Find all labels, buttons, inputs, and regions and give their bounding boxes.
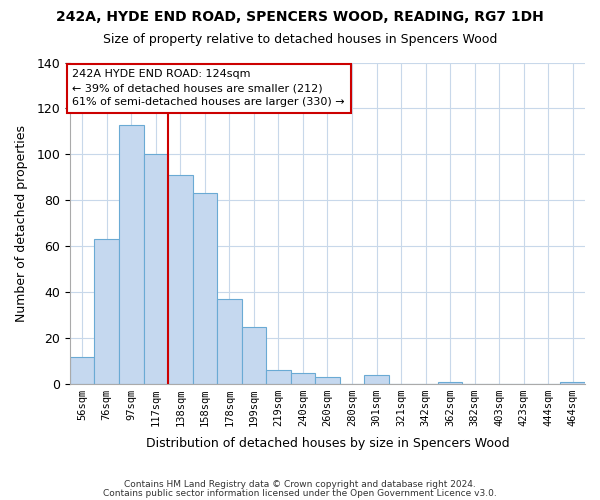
Text: 242A HYDE END ROAD: 124sqm
← 39% of detached houses are smaller (212)
61% of sem: 242A HYDE END ROAD: 124sqm ← 39% of deta… [73, 70, 345, 108]
Bar [364, 375, 389, 384]
Bar [70, 356, 94, 384]
Bar [168, 175, 193, 384]
Bar [266, 370, 290, 384]
Bar [560, 382, 585, 384]
Bar [438, 382, 463, 384]
Bar [242, 327, 266, 384]
Text: Size of property relative to detached houses in Spencers Wood: Size of property relative to detached ho… [103, 32, 497, 46]
Bar [143, 154, 168, 384]
Bar [94, 240, 119, 384]
Bar [217, 299, 242, 384]
Text: 242A, HYDE END ROAD, SPENCERS WOOD, READING, RG7 1DH: 242A, HYDE END ROAD, SPENCERS WOOD, READ… [56, 10, 544, 24]
Bar [119, 124, 143, 384]
Text: Contains public sector information licensed under the Open Government Licence v3: Contains public sector information licen… [103, 490, 497, 498]
Text: Contains HM Land Registry data © Crown copyright and database right 2024.: Contains HM Land Registry data © Crown c… [124, 480, 476, 489]
Bar [315, 378, 340, 384]
Bar [290, 372, 315, 384]
X-axis label: Distribution of detached houses by size in Spencers Wood: Distribution of detached houses by size … [146, 437, 509, 450]
Y-axis label: Number of detached properties: Number of detached properties [15, 125, 28, 322]
Bar [193, 194, 217, 384]
